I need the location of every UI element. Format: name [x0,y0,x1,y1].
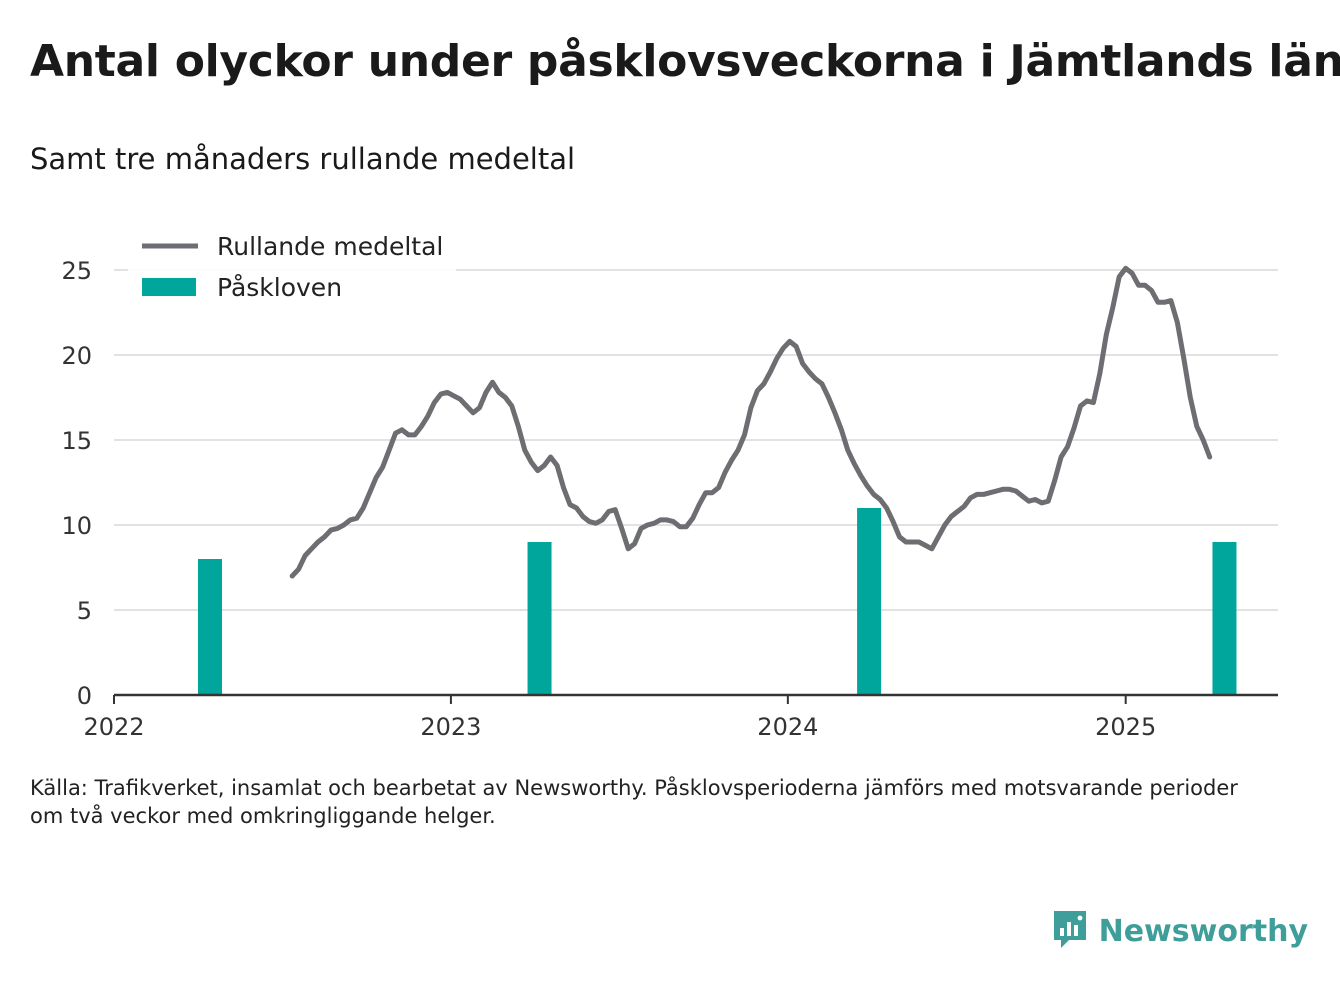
brand-logo[interactable]: Newsworthy [1051,908,1308,954]
legend-label-bar: Påskloven [217,273,342,302]
line-series [289,265,1213,579]
y-tick-label: 20 [61,342,92,370]
y-tick-label: 0 [77,682,92,710]
x-tick-label: 2023 [420,713,481,741]
legend: Rullande medeltal Påskloven [128,226,456,312]
legend-label-line: Rullande medeltal [217,232,443,261]
line-rullande-medeltal [289,265,1213,579]
chart-subtitle: Samt tre månaders rullande medeltal [30,142,576,176]
source-line-2: om två veckor med omkringliggande helger… [30,804,496,828]
y-tick-label: 25 [61,257,92,285]
y-tick-label: 10 [61,512,92,540]
bar-paskloven [527,542,552,695]
x-tick-label: 2025 [1095,713,1156,741]
legend-swatch-bar [142,278,196,296]
bar-series [198,508,1237,695]
brand-name: Newsworthy [1098,913,1308,949]
source-line-1: Källa: Trafikverket, insamlat och bearbe… [30,776,1238,800]
bar-paskloven [857,508,882,695]
chart-title: Antal olyckor under påsklovsveckorna i J… [30,36,1340,87]
newsworthy-icon [1051,908,1089,954]
y-tick-label: 5 [77,597,92,625]
source-note: Källa: Trafikverket, insamlat och bearbe… [30,774,1250,830]
y-tick-label: 15 [61,427,92,455]
x-tick-label: 2022 [83,713,144,741]
bar-paskloven [198,559,222,695]
bar-paskloven [1212,542,1237,695]
legend-background [128,226,456,312]
grid-lines [114,269,1278,611]
x-tick-label: 2024 [757,713,818,741]
